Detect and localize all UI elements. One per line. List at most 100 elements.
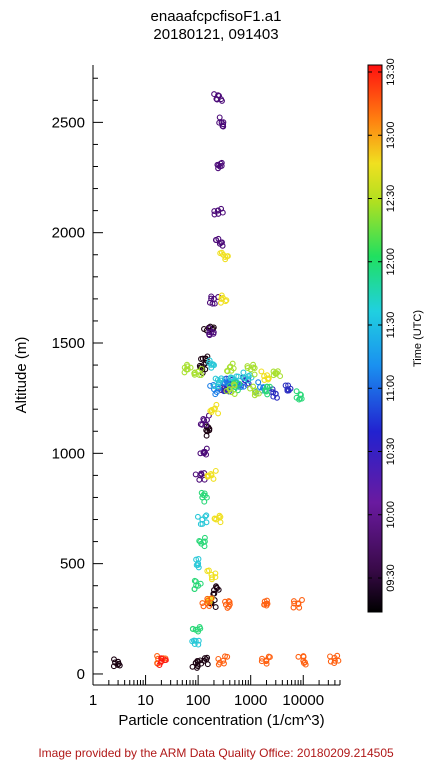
y-tick-label: 500	[60, 556, 85, 573]
data-point	[255, 379, 262, 386]
data-point	[251, 389, 258, 396]
footer-credit: Image provided by the ARM Data Quality O…	[38, 746, 394, 760]
data-point	[213, 401, 220, 408]
data-point	[191, 641, 198, 648]
data-point	[240, 369, 247, 376]
data-point	[211, 515, 218, 522]
x-tick-label: 10000	[282, 692, 324, 709]
data-point	[215, 383, 222, 390]
data-point	[264, 375, 271, 382]
data-point	[191, 369, 198, 376]
data-point	[235, 373, 242, 380]
data-point	[296, 604, 303, 611]
data-point	[213, 583, 219, 590]
data-point	[211, 91, 218, 98]
series-1300	[154, 595, 342, 668]
data-point	[210, 475, 217, 482]
data-point	[203, 432, 210, 439]
data-point	[195, 641, 202, 648]
data-point	[250, 361, 257, 368]
colorbar-tick-label: 13:00	[385, 121, 397, 149]
data-point	[272, 370, 279, 376]
data-point	[263, 660, 270, 667]
data-point	[209, 300, 216, 307]
data-point	[202, 513, 209, 520]
data-point	[204, 416, 210, 423]
colorbar-tick-label: 13:30	[385, 58, 397, 86]
data-point	[266, 654, 273, 661]
data-point	[211, 383, 218, 390]
data-point	[226, 599, 233, 605]
data-point	[291, 600, 298, 607]
series-1100	[189, 357, 255, 648]
data-point	[206, 603, 213, 609]
data-point	[195, 637, 202, 644]
data-point	[224, 368, 231, 375]
data-point	[262, 386, 269, 393]
data-point	[218, 205, 225, 212]
data-point	[110, 663, 117, 670]
data-point	[211, 300, 218, 307]
data-point	[198, 540, 205, 547]
data-point	[245, 380, 252, 387]
data-point	[214, 161, 221, 168]
colorbar-tick-label: 10:00	[385, 501, 397, 529]
data-point	[242, 375, 249, 382]
data-point	[277, 373, 284, 380]
data-point	[261, 601, 268, 608]
data-point	[228, 389, 235, 396]
data-point	[200, 603, 207, 610]
data-point	[195, 564, 202, 571]
data-point	[221, 660, 227, 667]
y-tick-label: 2000	[52, 225, 85, 242]
data-point	[209, 574, 215, 581]
axes: 0 500 1000 1500 2000 2500 1 10 100 1000 10000 Parti…	[13, 65, 341, 729]
data-point	[207, 382, 214, 389]
data-point	[210, 361, 217, 368]
colorbar-bar	[367, 64, 383, 613]
data-point	[224, 653, 231, 660]
data-point	[208, 407, 215, 413]
data-point	[211, 211, 218, 218]
data-point	[211, 590, 218, 597]
data-point	[293, 394, 300, 401]
data-point	[264, 391, 271, 398]
data-point	[274, 394, 280, 401]
data-point	[158, 655, 165, 662]
data-point	[219, 242, 226, 249]
data-point	[206, 325, 213, 332]
data-point	[198, 366, 205, 372]
data-point	[248, 374, 255, 381]
data-point	[261, 377, 268, 383]
data-point	[204, 597, 211, 604]
data-point	[211, 208, 218, 215]
data-point	[208, 576, 215, 583]
data-point	[258, 658, 265, 665]
data-point	[194, 513, 201, 520]
data-point	[247, 385, 253, 392]
data-point	[297, 391, 304, 398]
data-point	[270, 393, 277, 400]
data-point	[195, 556, 202, 562]
data-point	[215, 210, 222, 217]
data-point	[191, 586, 198, 592]
data-point	[204, 473, 211, 480]
data-point	[217, 513, 224, 520]
data-point	[251, 365, 258, 371]
data-point	[212, 375, 219, 382]
data-point	[200, 449, 207, 456]
data-point	[222, 298, 229, 305]
data-point	[199, 355, 206, 362]
data-point	[266, 383, 273, 390]
y-tick-label: 0	[77, 666, 85, 683]
x-axis-title: Particle concentration (1/cm^3)	[118, 712, 324, 729]
data-point	[198, 660, 205, 667]
data-point	[293, 388, 300, 395]
y-tick-label: 1000	[52, 445, 85, 462]
data-point	[204, 568, 211, 574]
data-point	[222, 254, 229, 260]
data-point	[228, 367, 235, 374]
x-tick-label: 10	[137, 692, 154, 709]
data-point	[201, 498, 208, 505]
data-point	[195, 628, 202, 635]
